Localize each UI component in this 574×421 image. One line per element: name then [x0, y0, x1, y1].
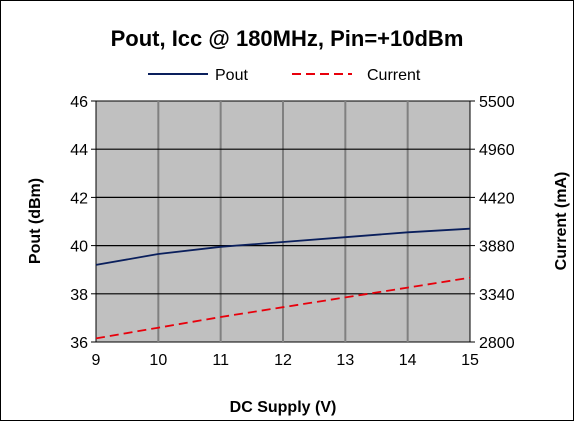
- y-tick-label: 38: [70, 287, 88, 304]
- legend: Pout Current: [148, 67, 421, 84]
- y-tick-label: 46: [70, 94, 88, 111]
- legend-label-current: Current: [367, 67, 421, 84]
- x-tick-label: 12: [274, 352, 292, 369]
- x-axis-title: DC Supply (V): [230, 399, 337, 416]
- y2-tick-label: 4960: [479, 142, 515, 159]
- y2-tick-label: 3340: [479, 287, 515, 304]
- y-tick-label: 36: [70, 335, 88, 352]
- y2-axis-title: Current (mA): [553, 172, 570, 271]
- x-tick-label: 15: [461, 352, 479, 369]
- y2-tick-label: 3880: [479, 239, 515, 256]
- chart-title: Pout, Icc @ 180MHz, Pin=+10dBm: [111, 26, 464, 51]
- x-tick-label: 9: [92, 352, 101, 369]
- x-tick-label: 11: [212, 352, 229, 369]
- x-tick-label: 14: [399, 352, 417, 369]
- y2-tick-label: 5500: [479, 94, 515, 111]
- legend-label-pout: Pout: [215, 67, 248, 84]
- y-tick-label: 42: [70, 190, 88, 207]
- y-axis-title: Pout (dBm): [27, 178, 44, 264]
- x-tick-label: 13: [336, 352, 354, 369]
- y2-tick-label: 4420: [479, 190, 515, 207]
- y2-tick-label: 2800: [479, 335, 515, 352]
- y-tick-label: 40: [70, 239, 88, 256]
- x-tick-label: 10: [149, 352, 167, 369]
- y-tick-label: 44: [70, 142, 88, 159]
